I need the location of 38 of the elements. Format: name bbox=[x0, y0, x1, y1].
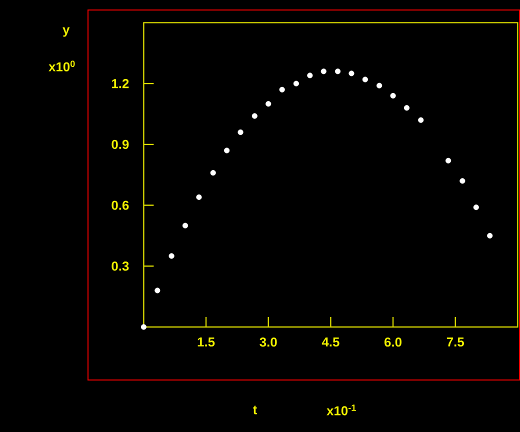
point bbox=[362, 76, 368, 82]
point bbox=[460, 178, 466, 184]
y-tick-label: 1.2 bbox=[112, 79, 129, 88]
y-axis-title: y bbox=[62, 27, 70, 37]
point bbox=[238, 129, 244, 136]
y-tick-label: 0.6 bbox=[112, 200, 129, 210]
x-tick-label: 6.0 bbox=[384, 338, 402, 347]
y-tick-label: 0.9 bbox=[112, 140, 129, 149]
point bbox=[140, 324, 147, 330]
y-tick-label: 0.3 bbox=[112, 262, 129, 271]
point bbox=[376, 82, 382, 88]
point bbox=[473, 204, 479, 210]
x-axis-title: t bbox=[253, 406, 258, 414]
text: x10$^{0}$ bbox=[48, 60, 75, 72]
x-tick-label: 3.0 bbox=[260, 338, 277, 347]
point bbox=[390, 92, 396, 99]
point bbox=[224, 148, 230, 154]
point bbox=[182, 222, 188, 228]
point bbox=[307, 72, 313, 78]
point bbox=[279, 86, 285, 92]
point bbox=[446, 158, 452, 164]
x-tick-label: 7.5 bbox=[446, 338, 464, 347]
point bbox=[168, 253, 174, 259]
text: x10$^{-1}$ bbox=[326, 404, 356, 416]
point bbox=[348, 70, 354, 76]
x-tick-label: 4.5 bbox=[322, 338, 340, 347]
point bbox=[334, 68, 341, 74]
x-tick-label: 1.5 bbox=[198, 338, 215, 347]
point bbox=[196, 194, 202, 200]
point bbox=[487, 232, 493, 239]
point bbox=[418, 117, 424, 123]
point bbox=[266, 101, 272, 107]
point bbox=[210, 170, 216, 176]
point bbox=[293, 80, 300, 86]
point bbox=[252, 113, 258, 119]
point bbox=[154, 288, 160, 294]
point bbox=[320, 68, 326, 74]
point bbox=[404, 105, 410, 111]
